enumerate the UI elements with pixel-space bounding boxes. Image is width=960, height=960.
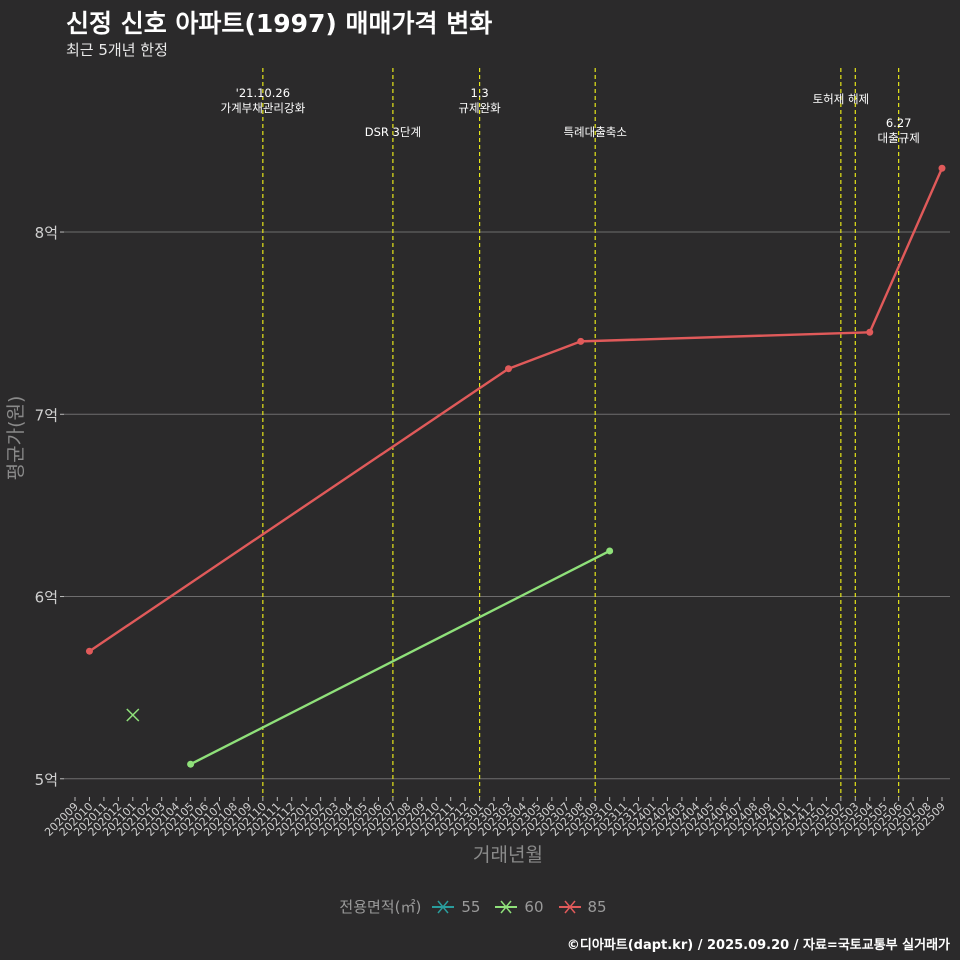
event-annotation: 규제완화 xyxy=(458,101,501,115)
legend: 전용면적(㎡) 55 60 85 xyxy=(0,896,960,917)
legend-key-55-icon xyxy=(432,900,455,913)
data-point-60 xyxy=(606,547,614,555)
legend-item-55: 55 xyxy=(431,898,480,916)
event-annotation: '21.10.26 xyxy=(236,86,290,100)
legend-label-60: 60 xyxy=(524,897,544,916)
chart-title: 신정 신호 아파트(1997) 매매가격 변화 xyxy=(66,9,493,38)
event-annotation: DSR 3단계 xyxy=(365,125,421,139)
chart-subtitle: 최근 5개년 한정 xyxy=(66,41,168,59)
event-annotation: 6.27 xyxy=(886,116,912,130)
data-point-60 xyxy=(126,708,140,722)
legend-key-85-icon xyxy=(558,900,581,913)
x-axis-label: 거래년월 xyxy=(473,844,543,866)
event-annotation: 토허제 해제 xyxy=(813,92,870,106)
legend-label-85: 85 xyxy=(587,897,607,916)
data-point-85 xyxy=(505,365,512,373)
event-annotation: 1.3 xyxy=(470,86,488,100)
series-layer xyxy=(85,164,946,768)
data-point-85 xyxy=(577,337,585,345)
y-tick-label: 8억 xyxy=(35,224,58,242)
axis-layer: 5억6억7억8억20200920201020201120201220210120… xyxy=(35,224,948,839)
event-annotation: 대출규제 xyxy=(877,131,919,145)
y-tick-label: 5억 xyxy=(35,771,58,789)
legend-item-60: 60 xyxy=(494,897,544,916)
data-point-85 xyxy=(866,328,874,336)
legend-key-60-icon xyxy=(495,900,518,913)
event-annotation: 특례대출축소 xyxy=(563,125,626,139)
source-caption: ©디아파트(dapt.kr) / 2025.09.20 / 자료=국토교통부 실… xyxy=(566,938,950,953)
cross-stroke xyxy=(126,708,140,722)
event-annotation: 가계부채관리강화 xyxy=(221,101,306,115)
legend-item-85: 85 xyxy=(558,898,607,916)
data-point-85 xyxy=(938,164,946,172)
series-line-60 xyxy=(190,549,611,766)
y-tick-label: 7억 xyxy=(35,406,58,424)
legend-title: 전용면적(㎡) xyxy=(339,898,422,916)
data-point-60 xyxy=(187,760,195,768)
series-line-85 xyxy=(88,167,944,653)
y-axis-label: 평균가(원) xyxy=(5,396,27,481)
legend-label-55: 55 xyxy=(461,897,481,916)
y-tick-label: 6억 xyxy=(35,589,58,607)
data-point-85 xyxy=(85,647,93,655)
grid-layer xyxy=(64,231,950,780)
